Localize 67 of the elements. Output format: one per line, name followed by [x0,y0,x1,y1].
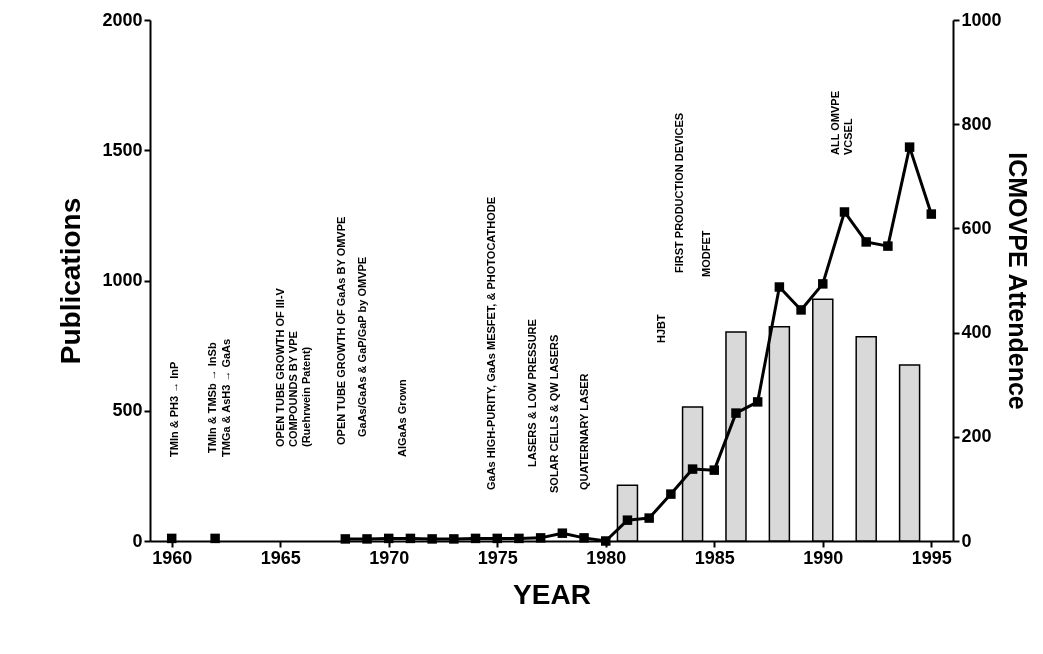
point [210,533,220,544]
y2-tick-label: 800 [961,113,992,134]
annotation: GaAs HIGH-PURITY, GaAs MESFET, & PHOTOCATHODE [485,197,497,490]
annotation: MODFET [700,230,712,277]
y2-tick-label: 400 [961,322,992,343]
annotation: TMGa & AsH3 → GaAs [220,338,232,457]
point [622,515,633,525]
point [644,513,654,523]
point [166,533,177,544]
point [839,207,850,217]
y2-tick-label: 1000 [961,9,1002,30]
point [427,534,437,544]
point [535,533,546,543]
x-tick-label: 1960 [152,547,193,568]
y-axis-title: Publications [55,197,87,365]
annotation: HJBT [655,313,667,343]
annotation: TMIn & PH3 → InP [168,361,180,457]
x-axis-title: YEAR [513,578,591,610]
point [557,528,568,538]
x-tick-label: 1985 [694,547,735,568]
point [383,533,394,544]
y-tick-label: 0 [132,530,143,551]
annotation: OPEN TUBE GROWTH OF III-V COMPOUNDS BY VPE (Ruehrwein Patent) [274,287,312,447]
point [904,142,915,152]
annotation: AlGaAs Grown [396,379,408,457]
point [514,533,524,544]
point [405,533,416,544]
point [883,241,893,251]
y2-tick-label: 0 [961,530,972,551]
point [492,533,502,544]
point [926,209,937,219]
annotation: OPEN TUBE GROWTH OF GaAs BY OMVPE [335,216,347,445]
annotation: GaAs/GaAs & GaP/GaP by OMVPE [356,256,368,437]
y-tick-label: 2000 [102,9,143,30]
point [601,536,611,546]
y2-axis-title: ICMOVPE Attendence [1003,152,1032,410]
x-tick-label: 1980 [586,547,627,568]
annotation: SOLAR CELLS & QW LASERS [548,334,560,493]
point [731,408,741,418]
x-tick-label: 1970 [369,547,410,568]
point [340,534,351,544]
point [709,465,720,475]
x-tick-label: 1995 [911,547,952,568]
point [861,237,871,247]
point [818,279,828,289]
point [774,282,785,292]
x-tick-label: 1975 [477,547,518,568]
y-tick-label: 500 [112,400,143,421]
point [470,533,481,544]
point [666,489,676,499]
y2-tick-label: 200 [961,426,992,447]
annotation: FIRST PRODUCTION DEVICES [673,112,685,273]
point [687,464,698,474]
y2-tick-label: 600 [961,217,992,238]
annotation: TMIn & TMSb → InSb [206,342,218,453]
x-tick-label: 1965 [260,547,301,568]
point [579,533,589,543]
annotation: QUATERNARY LASER [578,373,590,490]
y-tick-label: 1000 [102,270,143,290]
y-tick-label: 1500 [102,139,143,160]
annotation: LASERS & LOW PRESSURE [526,319,538,467]
point [796,305,806,315]
point [449,534,459,544]
x-tick-label: 1990 [803,547,844,568]
point [752,397,763,407]
annotation: ALL OMVPE VCSEL [829,91,854,155]
point [362,534,372,544]
